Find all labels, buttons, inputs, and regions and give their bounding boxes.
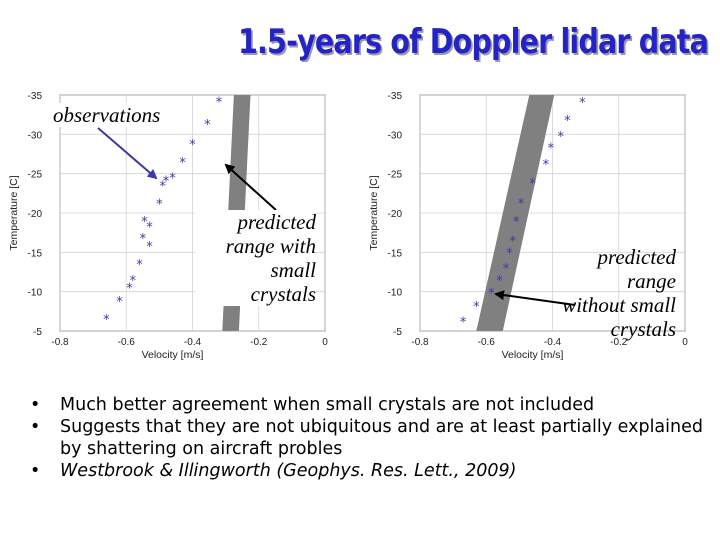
observation-point: *: [126, 282, 133, 297]
observation-point: *: [518, 197, 525, 212]
observation-point: *: [558, 130, 565, 145]
x-tick-label: -0.2: [610, 337, 628, 348]
observation-point: *: [189, 138, 196, 153]
observation-point: *: [513, 215, 520, 230]
predicted-with-line: predicted: [237, 210, 316, 234]
y-tick-label: -20: [388, 209, 403, 220]
x-tick-label: -0.8: [411, 337, 429, 348]
predicted-without-line: predicted: [597, 245, 676, 269]
observation-point: *: [496, 274, 503, 289]
x-tick-label: 0: [682, 337, 688, 348]
y-tick-label: -15: [28, 248, 43, 259]
observation-point: *: [473, 300, 480, 315]
observation-point: *: [146, 220, 153, 235]
x-axis-label: Velocity [m/s]: [142, 349, 204, 361]
chart-without-small-crystals: -0.8 -0.6 -0.4 -0.2 0-35-30-25-20-15-10-5***…: [368, 91, 688, 361]
x-tick-label: -0.4: [544, 337, 562, 348]
x-axis-label: Velocity [m/s]: [502, 349, 564, 361]
y-axis-label: Temperature [C]: [8, 175, 20, 250]
y-tick-label: -15: [388, 248, 403, 259]
y-tick-label: -30: [388, 130, 403, 141]
y-tick-label: -35: [388, 91, 403, 102]
y-tick-label: -35: [28, 91, 43, 102]
y-tick-label: -30: [28, 130, 43, 141]
predicted-without-label: predicted range without small crystals: [530, 245, 676, 341]
observation-point: *: [510, 235, 517, 250]
observation-point: *: [460, 316, 467, 331]
predicted-with-line: crystals: [250, 282, 316, 306]
predicted-without-line: range: [627, 269, 676, 293]
observation-point: *: [216, 95, 223, 110]
observation-point: *: [503, 262, 510, 277]
bullet-item: Much better agreement when small crystal…: [30, 394, 710, 416]
observation-point: *: [163, 175, 170, 190]
observation-point: *: [116, 295, 123, 310]
predicted-with-line: range with: [225, 234, 316, 258]
observation-point: *: [140, 232, 147, 247]
observation-point: *: [564, 114, 571, 129]
observation-point: *: [136, 258, 143, 273]
y-tick-label: -20: [28, 209, 43, 220]
x-tick-label: -0.6: [478, 337, 496, 348]
observation-point: *: [146, 240, 153, 255]
observation-point: *: [130, 274, 137, 289]
y-tick-label: -25: [28, 170, 43, 181]
observation-point: *: [169, 172, 176, 187]
predicted-without-line: without small: [562, 293, 676, 317]
observation-point: *: [179, 156, 186, 171]
observation-point: *: [141, 215, 148, 230]
predicted-with-line: small: [270, 258, 316, 282]
observation-point: *: [506, 246, 513, 261]
x-tick-label: 0: [322, 337, 328, 348]
observation-point: *: [204, 118, 211, 133]
y-axis-label: Temperature [C]: [368, 175, 380, 250]
predicted-range-band: [476, 95, 555, 331]
x-tick-label: -0.4: [184, 337, 202, 348]
observations-label: observations: [53, 103, 161, 127]
y-tick-label: -5: [393, 327, 402, 338]
predicted-with-label: predicted range with small crystals: [195, 210, 316, 306]
x-tick-label: -0.6: [118, 337, 136, 348]
y-tick-label: -10: [388, 288, 403, 299]
bullet-list: Much better agreement when small crystal…: [30, 394, 710, 482]
x-tick-label: -0.2: [250, 337, 268, 348]
observation-point: *: [488, 286, 495, 301]
predicted-without-line: crystals: [610, 317, 676, 341]
bullet-item: Suggests that they are not ubiquitous an…: [30, 416, 710, 460]
observation-point: *: [548, 142, 555, 157]
observation-point: *: [579, 96, 586, 111]
observation-point: *: [543, 158, 550, 173]
x-tick-label: -0.8: [51, 337, 69, 348]
slide-title: 1.5-years of Doppler lidar data: [238, 22, 709, 62]
bullet-item: Westbrook & Illingworth (Geophys. Res. L…: [30, 460, 710, 482]
observation-point: *: [159, 179, 166, 194]
y-tick-label: -5: [33, 327, 42, 338]
y-tick-label: -25: [388, 170, 403, 181]
observation-point: *: [529, 177, 536, 192]
observation-point: *: [156, 198, 163, 213]
y-tick-label: -10: [28, 288, 43, 299]
observation-point: *: [103, 313, 110, 328]
